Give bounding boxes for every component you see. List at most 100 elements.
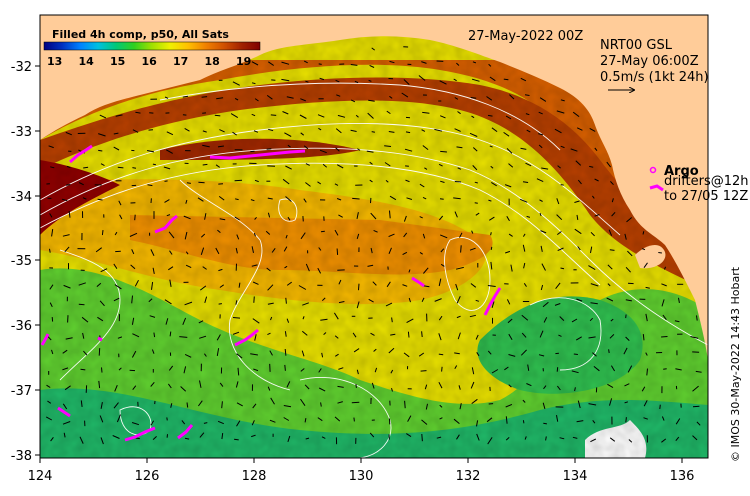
velocity-arrow [338,367,344,370]
velocity-arrow [508,233,513,237]
velocity-arrow [234,216,240,221]
velocity-arrow [504,366,509,371]
velocity-arrow [406,318,414,324]
velocity-arrow [100,437,104,445]
velocity-arrow [134,214,136,221]
velocity-arrow [283,246,288,252]
velocity-arrow [556,415,559,422]
velocity-arrow [401,92,409,98]
velocity-arrow [454,181,462,183]
velocity-arrow [219,129,225,133]
velocity-arrow [132,333,140,338]
velocity-arrow [386,110,391,115]
velocity-arrow [114,231,118,236]
velocity-arrow [505,437,510,441]
velocity-arrow [663,266,667,270]
velocity-arrow [98,133,106,137]
velocity-arrow [81,316,89,323]
velocity-arrow [404,148,413,152]
velocity-arrow [403,215,407,222]
velocity-arrow [236,353,243,359]
velocity-arrow [185,251,189,255]
velocity-arrow [506,215,510,222]
velocity-arrow [152,163,156,166]
velocity-arrow [627,365,633,373]
velocity-arrow [62,367,69,371]
velocity-arrow [505,250,511,254]
velocity-arrow [539,199,543,202]
velocity-arrow [475,299,480,302]
velocity-arrow [503,131,510,137]
velocity-arrow [555,282,561,290]
velocity-arrow [623,347,628,355]
velocity-arrow [559,316,565,321]
velocity-arrow [388,247,392,254]
velocity-arrow [169,331,172,337]
velocity-arrow [439,404,443,408]
velocity-arrow [51,229,54,237]
velocity-arrow [186,402,189,408]
velocity-arrow [627,250,633,257]
legend-colorbar [43,41,261,51]
velocity-arrow [440,248,445,253]
velocity-arrow [253,232,256,237]
velocity-arrow [609,437,616,442]
velocity-arrow [357,148,361,151]
velocity-arrow [62,349,68,354]
velocity-arrow [373,229,378,233]
velocity-arrow [690,336,699,339]
velocity-arrow [267,197,273,200]
velocity-arrow [625,299,632,302]
velocity-arrow [403,79,410,85]
velocity-arrow [198,320,204,324]
velocity-arrow [560,145,565,149]
velocity-arrow [113,402,119,409]
velocity-arrow [453,78,457,82]
velocity-arrow [101,367,103,373]
velocity-arrow [489,76,496,82]
velocity-arrow [254,98,259,102]
velocity-arrow [454,365,458,370]
velocity-arrow [661,336,668,338]
velocity-arrow [217,420,224,425]
y-tick-label: -38 [11,449,32,464]
velocity-arrow [471,230,474,234]
y-tick-label: -37 [11,384,32,399]
velocity-arrow [322,163,328,168]
velocity-arrow [284,331,287,337]
velocity-arrow [285,297,287,304]
velocity-arrow [268,61,274,66]
velocity-arrow [490,165,494,169]
velocity-arrow [49,248,51,253]
velocity-arrow [391,387,393,392]
velocity-arrow [661,438,667,443]
velocity-arrow [305,437,310,440]
velocity-arrow [200,247,205,255]
velocity-arrow [49,213,53,218]
velocity-arrow [164,96,169,99]
velocity-arrow [83,350,88,356]
velocity-arrow [459,403,462,410]
velocity-arrow [540,230,547,234]
velocity-arrow [219,284,224,288]
velocity-arrow [643,417,648,420]
velocity-arrow [350,129,357,132]
velocity-arrow [471,115,475,119]
velocity-arrow [438,163,443,167]
velocity-arrow [112,435,120,439]
velocity-arrow [560,267,565,270]
velocity-arrow [370,247,373,254]
velocity-arrow [286,318,290,323]
velocity-arrow [388,347,395,354]
velocity-arrow [661,416,665,421]
velocity-arrow [438,215,444,221]
velocity-arrow [526,383,532,387]
velocity-arrow [95,247,102,253]
velocity-arrow [168,365,174,371]
velocity-arrow [491,369,499,374]
velocity-arrow [282,111,289,115]
velocity-arrow [64,246,70,253]
velocity-arrow [100,163,105,167]
velocity-arrow [474,202,478,204]
velocity-arrow [476,352,480,357]
